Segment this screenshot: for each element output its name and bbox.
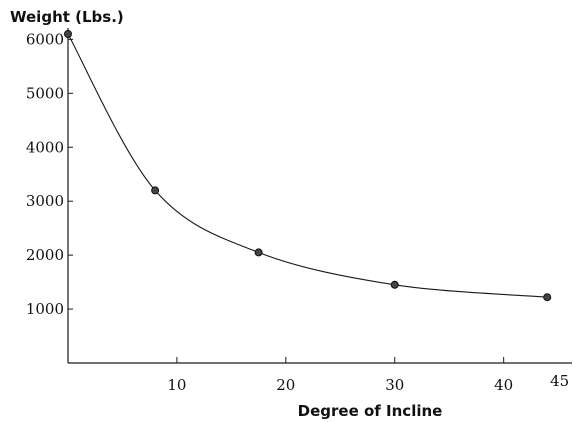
data-points [64, 30, 552, 302]
data-point [543, 293, 552, 302]
x-tick-label: 20 [276, 376, 295, 394]
y-tick-label: 3000 [26, 192, 64, 210]
data-point [64, 30, 72, 38]
y-tick-label: 4000 [26, 138, 64, 156]
x-tick-label: 30 [385, 376, 404, 394]
x-axis-title: Degree of Incline [298, 402, 443, 420]
y-axis-title: Weight (Lbs.) [10, 8, 124, 26]
y-axis-ticks: 1000 2000 3000 4000 5000 6000 [26, 30, 73, 318]
y-tick-label: 2000 [26, 246, 64, 264]
data-point [390, 280, 399, 289]
y-tick-label: 5000 [26, 84, 64, 102]
y-tick-label: 6000 [26, 30, 64, 48]
data-point [151, 186, 160, 195]
x-tick-label: 45 [550, 372, 569, 390]
data-point [254, 248, 263, 257]
y-tick-label: 1000 [26, 300, 64, 318]
x-tick-label: 40 [494, 376, 513, 394]
data-curve [67, 33, 548, 298]
x-tick-label: 10 [167, 376, 186, 394]
x-axis-ticks: 10 20 30 40 45 [167, 357, 569, 394]
